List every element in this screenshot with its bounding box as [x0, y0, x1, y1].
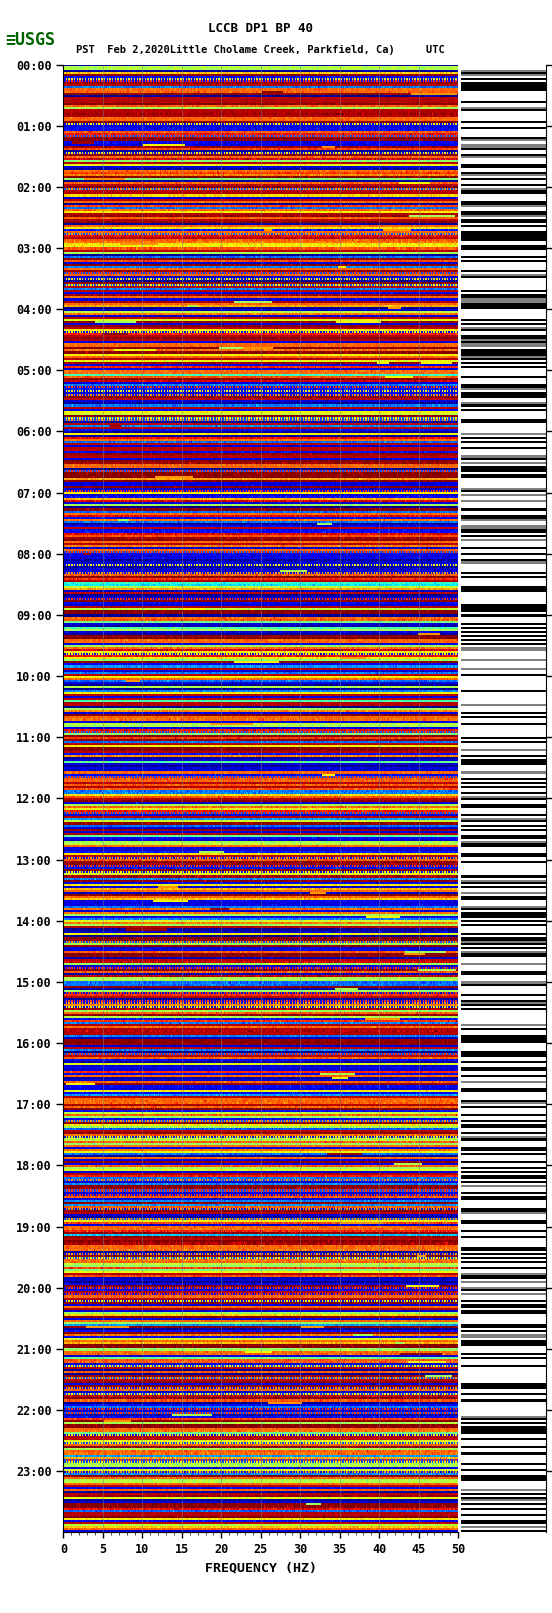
X-axis label: FREQUENCY (HZ): FREQUENCY (HZ) [205, 1561, 317, 1574]
Text: PST  Feb 2,2020Little Cholame Creek, Parkfield, Ca)     UTC: PST Feb 2,2020Little Cholame Creek, Park… [76, 45, 445, 55]
Text: ≡USGS: ≡USGS [6, 31, 56, 50]
Text: LCCB DP1 BP 40: LCCB DP1 BP 40 [208, 23, 314, 35]
